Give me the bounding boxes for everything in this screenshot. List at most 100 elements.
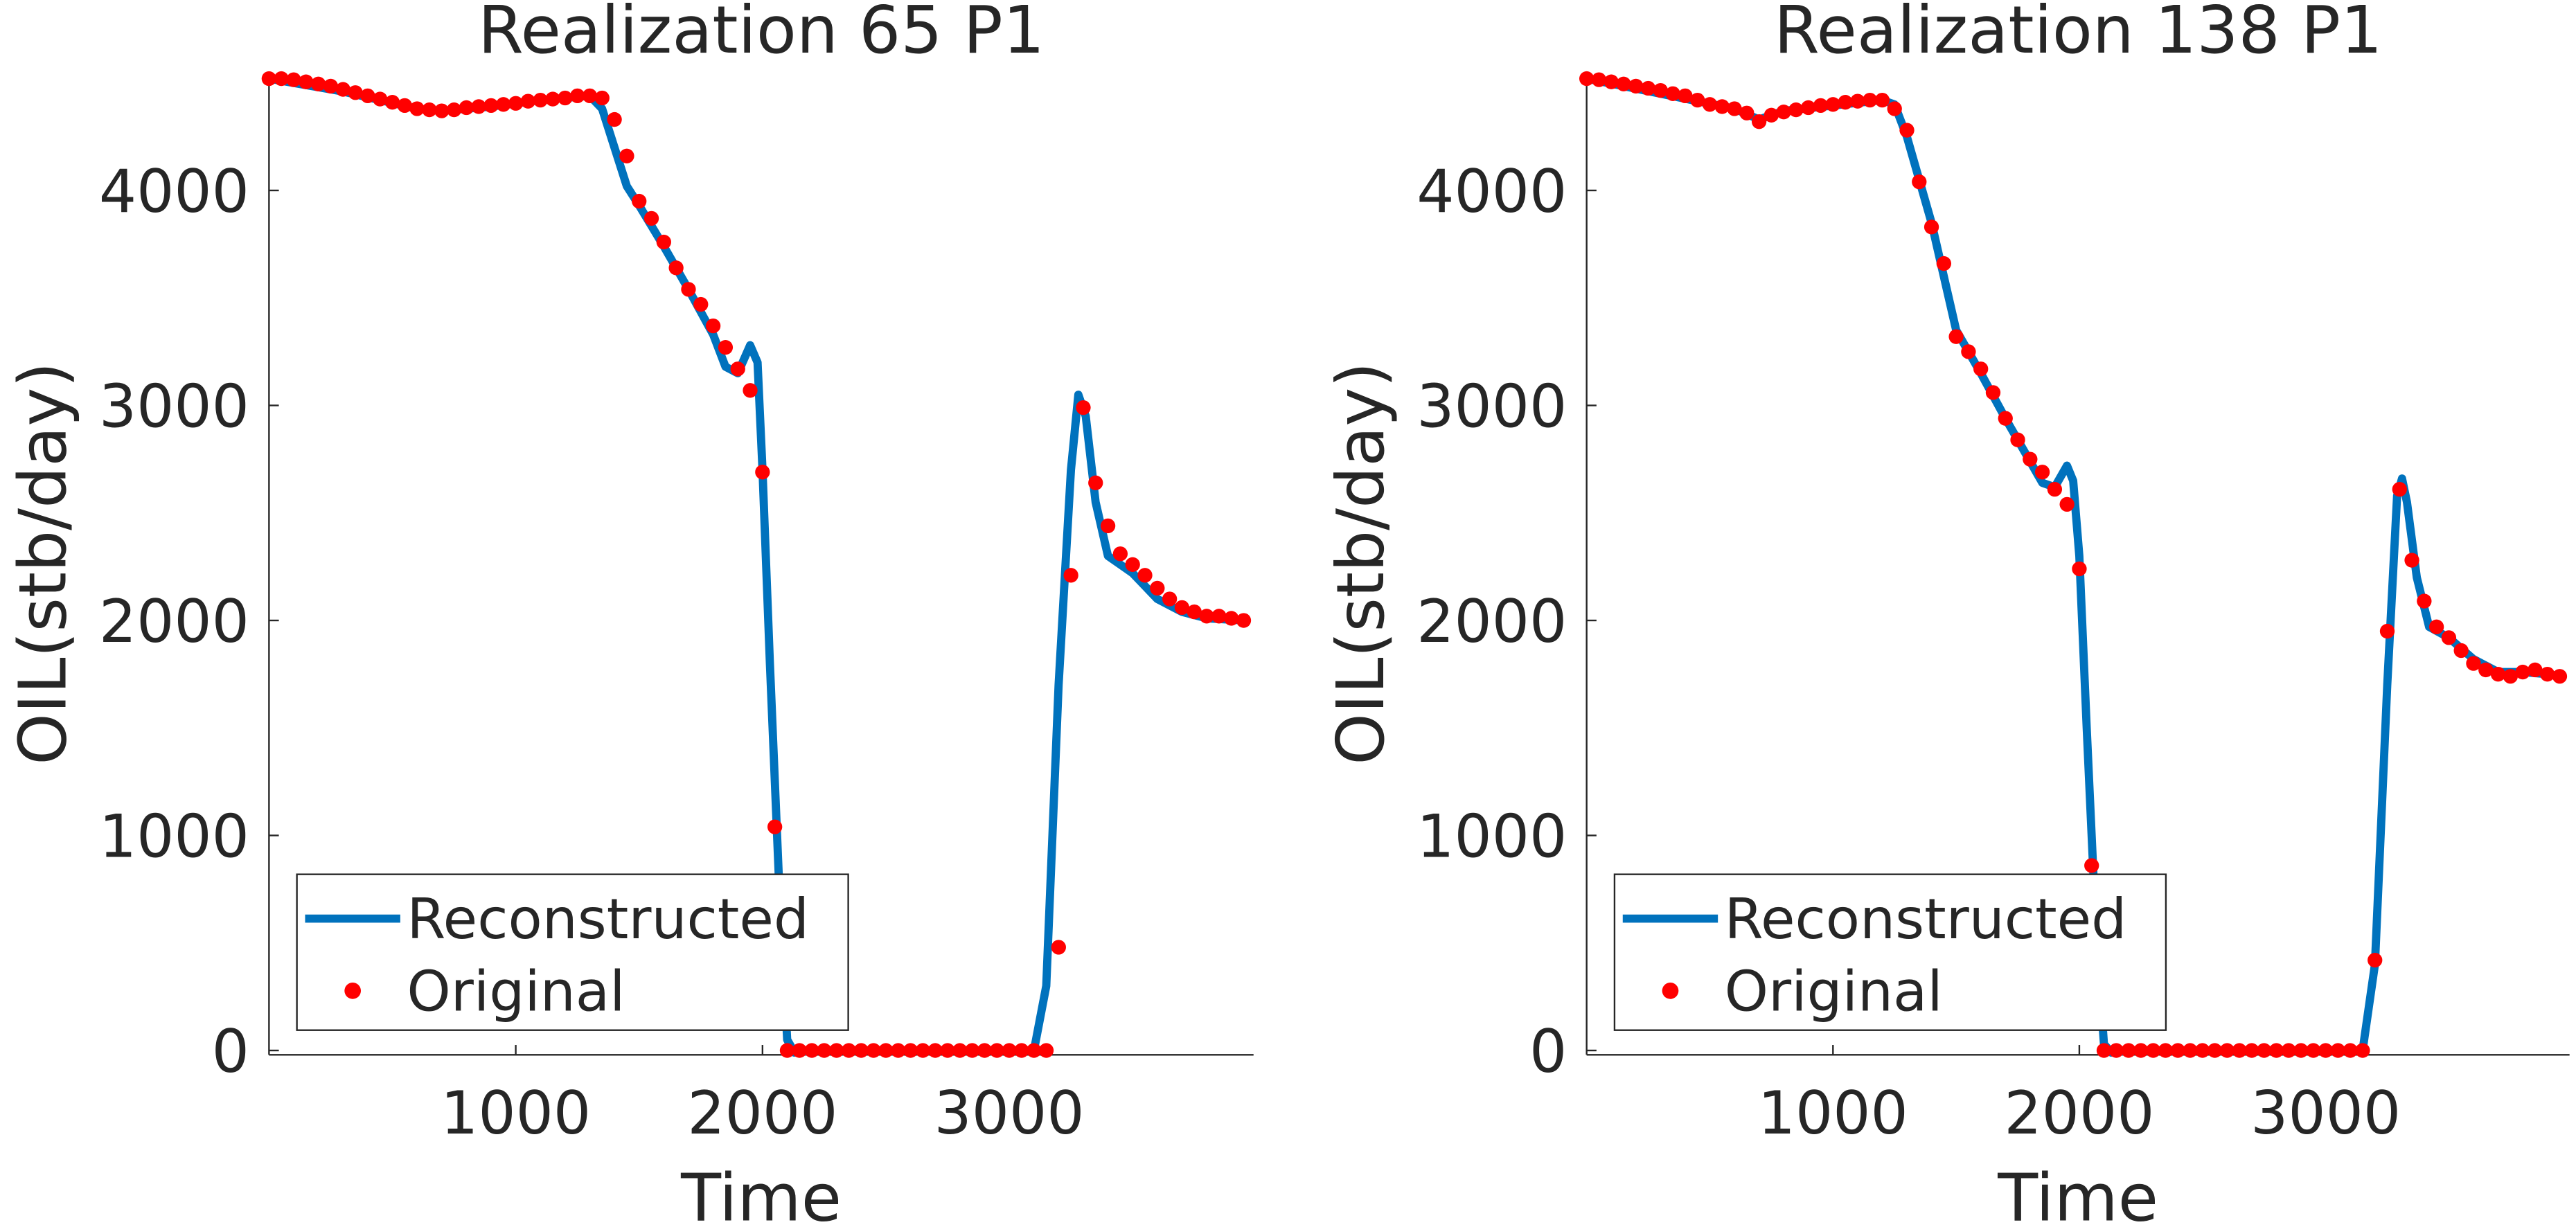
original-point	[1100, 518, 1116, 534]
original-point	[1579, 71, 1595, 87]
original-point	[964, 1043, 980, 1058]
original-point	[2219, 1043, 2235, 1058]
original-point	[1653, 82, 1669, 98]
original-point	[866, 1043, 881, 1058]
chart-title: Realization 138 P1	[1774, 0, 2382, 69]
original-point	[1751, 114, 1767, 129]
original-point	[829, 1043, 844, 1058]
original-point	[323, 78, 339, 94]
original-point	[927, 1043, 943, 1058]
original-point	[2047, 481, 2063, 497]
original-point	[2072, 561, 2087, 577]
original-point	[2404, 553, 2419, 568]
original-point	[1739, 105, 1755, 120]
original-point	[977, 1043, 993, 1058]
original-point	[2490, 666, 2506, 682]
original-point	[1850, 93, 1865, 109]
original-point	[2441, 630, 2457, 645]
original-point	[1702, 97, 1718, 112]
original-point	[2170, 1043, 2185, 1058]
original-point	[2034, 465, 2050, 480]
original-point	[2503, 669, 2518, 684]
original-point	[915, 1043, 931, 1058]
original-point	[1788, 102, 1804, 118]
original-point	[1628, 78, 1644, 94]
y-tick-label: 4000	[99, 158, 249, 226]
original-point	[2293, 1043, 2309, 1058]
original-point	[335, 82, 350, 97]
original-point	[804, 1043, 819, 1058]
original-point	[1038, 1043, 1054, 1058]
original-point	[533, 92, 548, 108]
original-point	[2540, 666, 2555, 682]
original-point	[792, 1043, 807, 1058]
original-point	[1002, 1043, 1017, 1058]
original-point	[2281, 1043, 2296, 1058]
chart: Realization 138 P1 Time OIL(stb/day) 0 1000 2…	[1323, 0, 2570, 1227]
original-point	[2306, 1043, 2321, 1058]
original-point	[668, 260, 684, 276]
original-point	[299, 74, 314, 89]
original-point	[1776, 105, 1791, 120]
original-point	[582, 88, 598, 104]
original-point	[1936, 256, 1951, 271]
original-point	[1211, 609, 1227, 624]
original-point	[2318, 1043, 2334, 1058]
original-point	[656, 234, 672, 250]
original-point	[2368, 952, 2383, 968]
original-point	[2466, 656, 2481, 671]
original-point	[878, 1043, 894, 1058]
original-point	[508, 96, 524, 111]
original-point	[952, 1043, 968, 1058]
original-point	[1187, 604, 1202, 620]
original-point	[1014, 1043, 1029, 1058]
legend-marker	[344, 983, 362, 999]
original-point	[989, 1043, 1004, 1058]
original-point	[619, 148, 634, 163]
original-point	[2478, 662, 2494, 678]
original-point	[705, 318, 721, 334]
original-point	[483, 98, 499, 114]
original-point	[1678, 88, 1693, 104]
original-point	[891, 1043, 906, 1058]
x-axis-label: Time	[1997, 1161, 2158, 1227]
y-tick-label: 3000	[99, 373, 249, 441]
original-point	[1063, 568, 1078, 583]
original-point	[2145, 1043, 2161, 1058]
original-point	[409, 101, 425, 116]
original-point	[2158, 1043, 2174, 1058]
original-point	[2528, 662, 2543, 678]
original-point	[1125, 557, 1140, 572]
y-axis-label: OIL(stb/day)	[1323, 362, 1399, 765]
original-point	[2023, 451, 2038, 467]
original-point	[779, 1043, 795, 1058]
original-point	[632, 193, 647, 209]
original-point	[2232, 1043, 2247, 1058]
original-point	[2552, 669, 2568, 684]
original-point	[274, 71, 289, 87]
original-point	[2428, 619, 2444, 635]
original-point	[1604, 74, 1619, 89]
original-point	[2133, 1043, 2149, 1058]
original-point	[2096, 1043, 2112, 1058]
y-tick-label: 0	[212, 1018, 249, 1086]
original-point	[2379, 623, 2395, 639]
original-point	[2515, 664, 2530, 680]
original-point	[545, 91, 560, 107]
original-point	[1998, 411, 2013, 426]
original-point	[1236, 613, 1252, 628]
original-point	[817, 1043, 832, 1058]
original-point	[261, 71, 277, 87]
chart: Realization 65 P1 Time OIL(stb/day) 0 1000 20…	[6, 0, 1254, 1227]
original-point	[607, 111, 622, 127]
original-point	[1027, 1043, 1042, 1058]
original-point	[1199, 609, 1214, 624]
original-point	[422, 102, 437, 118]
original-point	[1924, 220, 1939, 235]
original-point	[1813, 98, 1829, 114]
y-tick-label: 4000	[1416, 158, 1567, 226]
legend-label: Original	[1725, 958, 1943, 1023]
original-point	[1076, 400, 1091, 415]
original-point	[1616, 76, 1631, 91]
